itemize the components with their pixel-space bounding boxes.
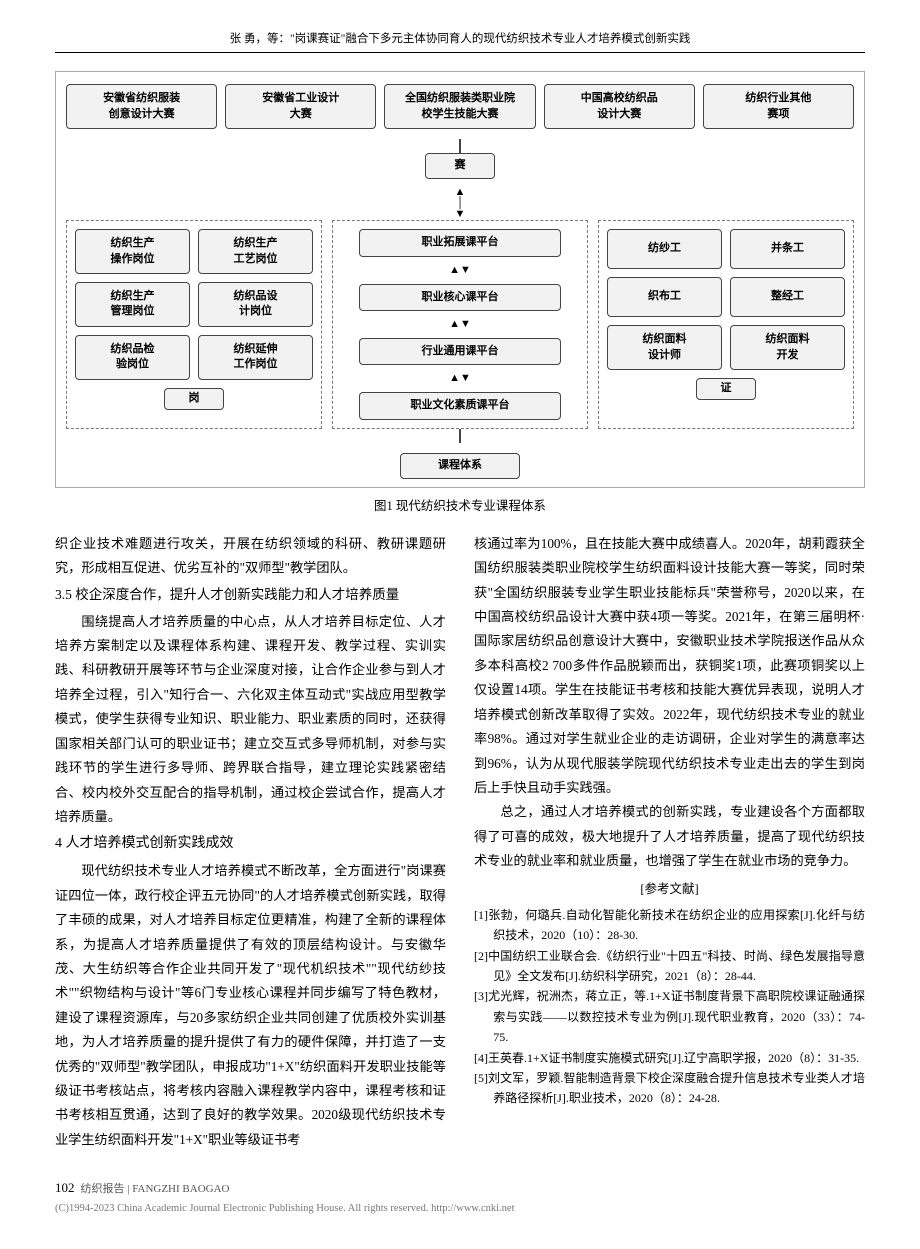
- section-title-4: 4 人才培养模式创新实践成效: [55, 831, 446, 857]
- diagram-center-box: 职业拓展课平台: [359, 229, 561, 256]
- diagram-panel-gang: 纺织生产 操作岗位 纺织生产 工艺岗位 纺织生产 管理岗位 纺织品设 计岗位 纺…: [66, 220, 322, 429]
- reference-item: [4]王英春.1+X证书制度实施模式研究[J].辽宁高职学报，2020（8）：3…: [474, 1048, 865, 1068]
- reference-item: [3]尤光辉，祝洲杰，蒋立正，等.1+X证书制度背景下高职院校课证融通探索与实践…: [474, 986, 865, 1047]
- reference-item: [1]张勃，何璐兵.自动化智能化新技术在纺织企业的应用探索[J].化纤与纺织技术…: [474, 905, 865, 946]
- diagram-right-box: 纺纱工: [607, 229, 722, 269]
- diagram-panel-label-gang: 岗: [164, 388, 224, 410]
- diagram-panel-zheng: 纺纱工 并条工 织布工 整经工 纺织面料 设计师 纺织面料 开发 证: [598, 220, 854, 429]
- diagram-top-box: 安徽省纺织服装 创意设计大赛: [66, 84, 217, 129]
- arrow-icon: ▲│▼: [66, 187, 854, 220]
- paragraph: 织企业技术难题进行攻关，开展在纺织领域的科研、教研课题研究，形成相互促进、优劣互…: [55, 532, 446, 581]
- section-title-3-5: 3.5 校企深度合作，提升人才创新实践能力和人才培养质量: [55, 583, 446, 608]
- page-number: 102: [55, 1178, 75, 1199]
- connector: [459, 429, 461, 443]
- running-header: 张 勇，等："岗课赛证"融合下多元主体协同育人的现代纺织技术专业人才培养模式创新…: [55, 30, 865, 53]
- diagram-top-row: 安徽省纺织服装 创意设计大赛 安徽省工业设计 大赛 全国纺织服装类职业院 校学生…: [66, 84, 854, 129]
- diagram-right-box: 整经工: [730, 277, 845, 317]
- diagram-top-box: 中国高校纺织品 设计大赛: [544, 84, 695, 129]
- arrow-icon: ▲▼: [449, 265, 471, 276]
- diagram-panel-label-zheng: 证: [696, 378, 756, 400]
- diagram-middle: 纺织生产 操作岗位 纺织生产 工艺岗位 纺织生产 管理岗位 纺织品设 计岗位 纺…: [66, 220, 854, 429]
- diagram-right-box: 纺织面料 开发: [730, 325, 845, 370]
- arrow-icon: ▲▼: [449, 319, 471, 330]
- copyright-notice: (C)1994-2023 China Academic Journal Elec…: [55, 1201, 865, 1218]
- journal-name: 纺织报告 | FANGZHI BAOGAO: [81, 1181, 230, 1199]
- paragraph: 总之，通过人才培养模式的创新实践，专业建设各个方面都取得了可喜的成效，极大地提升…: [474, 800, 865, 873]
- diagram-panel-center: 职业拓展课平台 ▲▼ 职业核心课平台 ▲▼ 行业通用课平台 ▲▼ 职业文化素质课…: [332, 220, 588, 429]
- diagram-left-box: 纺织生产 管理岗位: [75, 282, 190, 327]
- paragraph: 围绕提高人才培养质量的中心点，从人才培养目标定位、人才培养方案制定以及课程体系构…: [55, 610, 446, 830]
- diagram-center-box: 职业核心课平台: [359, 284, 561, 311]
- diagram-left-box: 纺织生产 操作岗位: [75, 229, 190, 274]
- diagram-top-box: 安徽省工业设计 大赛: [225, 84, 376, 129]
- connector: [459, 139, 461, 153]
- diagram-center-box: 行业通用课平台: [359, 338, 561, 365]
- body-columns: 织企业技术难题进行攻关，开展在纺织领域的科研、教研课题研究，形成相互促进、优劣互…: [55, 532, 865, 1153]
- diagram-left-box: 纺织品设 计岗位: [198, 282, 313, 327]
- diagram-hub-sai: 赛: [425, 153, 495, 179]
- reference-item: [2]中国纺织工业联合会.《纺织行业"十四五"科技、时尚、绿色发展指导意见》全文…: [474, 946, 865, 987]
- diagram-right-box: 并条工: [730, 229, 845, 269]
- diagram-left-box: 纺织延伸 工作岗位: [198, 335, 313, 380]
- figure-1-diagram: 安徽省纺织服装 创意设计大赛 安徽省工业设计 大赛 全国纺织服装类职业院 校学生…: [55, 71, 865, 487]
- diagram-center-box: 职业文化素质课平台: [359, 392, 561, 419]
- arrow-icon: ▲▼: [449, 373, 471, 384]
- diagram-left-box: 纺织生产 工艺岗位: [198, 229, 313, 274]
- page-footer: 102 纺织报告 | FANGZHI BAOGAO: [55, 1178, 865, 1199]
- diagram-right-box: 织布工: [607, 277, 722, 317]
- paragraph: 核通过率为100%，且在技能大赛中成绩喜人。2020年，胡莉霞获全国纺织服装类职…: [474, 532, 865, 801]
- diagram-left-box: 纺织品检 验岗位: [75, 335, 190, 380]
- diagram-top-box: 全国纺织服装类职业院 校学生技能大赛: [384, 84, 535, 129]
- paragraph: 现代纺织技术专业人才培养模式不断改革，全方面进行"岗课赛证四位一体，政行校企评五…: [55, 859, 446, 1152]
- diagram-top-box: 纺织行业其他 赛项: [703, 84, 854, 129]
- diagram-right-box: 纺织面料 设计师: [607, 325, 722, 370]
- reference-item: [5]刘文军，罗颖.智能制造背景下校企深度融合提升信息技术专业类人才培养路径探析…: [474, 1068, 865, 1109]
- figure-caption: 图1 现代纺织技术专业课程体系: [55, 496, 865, 516]
- references-heading: [参考文献]: [474, 878, 865, 901]
- diagram-foot-box: 课程体系: [400, 453, 520, 479]
- left-column: 织企业技术难题进行攻关，开展在纺织领域的科研、教研课题研究，形成相互促进、优劣互…: [55, 532, 446, 1153]
- right-column: 核通过率为100%，且在技能大赛中成绩喜人。2020年，胡莉霞获全国纺织服装类职…: [474, 532, 865, 1153]
